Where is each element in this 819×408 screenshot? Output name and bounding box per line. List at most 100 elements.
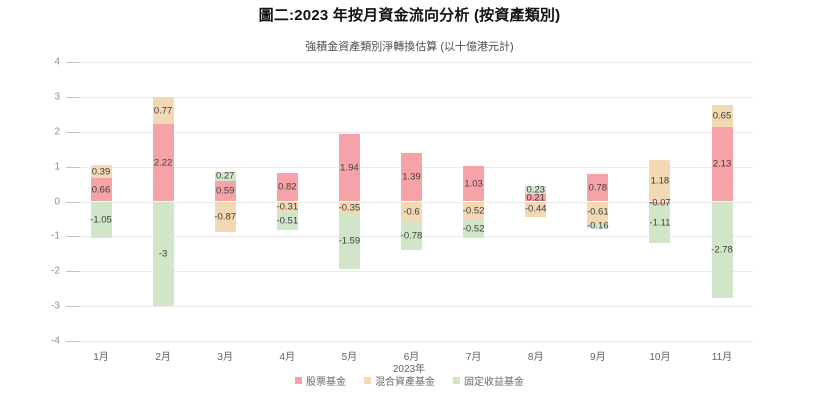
x-axis-title: 2023年: [392, 364, 426, 375]
bar-value-label: -0.07: [649, 196, 671, 208]
bar-segment-股票基金-3月[interactable]: [214, 180, 236, 202]
legend-item-混合資產基金[interactable]: 混合資產基金: [364, 373, 435, 388]
y-axis-tick: [66, 62, 80, 63]
y-axis-tick-label: 2: [54, 126, 60, 138]
bar-segment-混合資產基金-5月[interactable]: [338, 201, 360, 214]
legend-swatch-icon: [364, 377, 371, 384]
bar-segment-固定收益基金-6月[interactable]: [401, 222, 422, 250]
bar-value-label: 0.78: [588, 182, 608, 194]
bar-segment-固定收益基金-10月[interactable]: [649, 203, 671, 243]
legend-swatch-icon: [453, 377, 460, 384]
legend-item-固定收益基金[interactable]: 固定收益基金: [453, 373, 524, 388]
y-axis-tick-label: 3: [54, 91, 60, 103]
y-axis-tick: [66, 166, 80, 168]
x-axis-label-3月: 3月: [217, 352, 233, 363]
y-axis-tick-label: 0: [54, 196, 60, 207]
bar-value-label: 1.03: [464, 177, 483, 189]
bar-segment-固定收益基金-5月[interactable]: [338, 213, 360, 270]
bar-segment-固定收益基金-1月[interactable]: [90, 201, 112, 239]
chart-subtitle: 強積金資產類別淨轉換估算 (以十億港元計): [305, 41, 514, 53]
x-axis-label-11月: 11月: [711, 352, 733, 363]
bar-segment-固定收益基金-9月[interactable]: [587, 222, 609, 229]
bar-value-label: 0.82: [278, 181, 297, 193]
legend-label: 股票基金: [306, 377, 346, 388]
chart-title: 圖二:2023 年按月資金流向分析 (按資產類別): [258, 7, 561, 24]
bar-value-label: 0.27: [215, 170, 235, 182]
bar-segment-股票基金-1月[interactable]: [90, 178, 112, 202]
bar-segment-股票基金-7月[interactable]: [463, 165, 485, 202]
bar-value-label: 0.77: [153, 104, 173, 116]
bar-value-label: 0.39: [91, 165, 111, 177]
gridline: [66, 62, 753, 63]
y-axis-tick: [66, 96, 80, 98]
bar-value-label: 1.18: [650, 175, 670, 187]
bar-segment-固定收益基金-7月[interactable]: [463, 219, 485, 238]
bar-value-label: -1.59: [338, 235, 361, 247]
bar-value-label: 2.22: [153, 157, 173, 169]
gridline: [66, 306, 753, 308]
bar-segment-固定收益基金-11月[interactable]: [711, 201, 733, 299]
bar-value-label: 0.65: [712, 110, 732, 122]
bar-segment-固定收益基金-8月[interactable]: [525, 186, 547, 195]
bar-segment-固定收益基金-3月[interactable]: [214, 171, 236, 181]
y-axis-tick: [66, 236, 80, 238]
legend-label: 混合資產基金: [375, 377, 435, 388]
gridline: [66, 96, 753, 98]
bar-value-label: -0.52: [462, 204, 485, 216]
bar-value-label: -2.78: [711, 244, 733, 256]
bar-value-label: -0.61: [586, 206, 609, 218]
x-axis-label-7月: 7月: [465, 352, 482, 363]
bar-value-label: -3: [158, 248, 168, 260]
bar-segment-股票基金-2月[interactable]: [152, 124, 174, 202]
legend-label: 固定收益基金: [464, 377, 524, 388]
bar-segment-混合資產基金-10月[interactable]: [649, 160, 671, 202]
y-axis-tick: [66, 271, 80, 273]
bar-value-label: -0.78: [400, 230, 423, 242]
y-axis-tick: [66, 341, 80, 342]
bar-segment-混合資產基金-8月[interactable]: [525, 201, 547, 217]
bar-segment-混合資產基金-1月[interactable]: [90, 164, 112, 179]
x-axis-label-9月: 9月: [590, 352, 606, 363]
bar-segment-混合資產基金-9月[interactable]: [587, 201, 609, 223]
gridline: [66, 131, 753, 133]
bar-segment-混合資產基金-6月[interactable]: [401, 201, 422, 223]
x-axis-label-4月: 4月: [279, 352, 296, 363]
bar-value-label: 0.66: [91, 184, 111, 196]
x-axis-label-2月: 2月: [155, 352, 171, 363]
bar-value-label: 2.13: [712, 158, 732, 170]
bar-value-label: -0.44: [524, 203, 547, 215]
bar-segment-混合資產基金-4月[interactable]: [276, 201, 298, 213]
gridline: [66, 341, 753, 342]
bar-segment-混合資產基金-11月[interactable]: [711, 104, 733, 128]
bar-value-label: -0.16: [586, 219, 609, 231]
legend-item-股票基金[interactable]: 股票基金: [295, 373, 346, 388]
legend-swatch-icon: [295, 377, 302, 384]
y-axis-tick-label: -4: [51, 335, 60, 347]
gridline: [66, 271, 753, 273]
bar-segment-股票基金-11月[interactable]: [711, 127, 733, 202]
bar-segment-股票基金-8月[interactable]: [525, 194, 547, 202]
bar-value-label: -0.35: [338, 201, 361, 213]
y-axis-tick-label: 1: [54, 161, 60, 173]
y-axis-tick-label: 4: [54, 56, 60, 68]
bar-segment-混合資產基金-2月[interactable]: [152, 97, 174, 125]
bar-value-label: 1.39: [402, 171, 421, 183]
bar-segment-混合資產基金-3月[interactable]: [214, 201, 236, 232]
bar-segment-固定收益基金-2月[interactable]: [152, 201, 174, 307]
bar-segment-股票基金-9月[interactable]: [587, 174, 609, 202]
legend: 股票基金 混合資產基金 固定收益基金: [66, 373, 753, 388]
bar-value-label: -1.05: [90, 214, 112, 226]
bar-segment-股票基金-4月[interactable]: [276, 172, 298, 202]
bar-value-label: -0.51: [276, 215, 299, 227]
bar-segment-股票基金-6月[interactable]: [401, 153, 422, 202]
bar-value-label: -0.31: [276, 201, 299, 213]
bar-segment-混合資產基金-7月[interactable]: [463, 201, 485, 220]
bar-value-label: -0.6: [403, 206, 420, 218]
bar-segment-股票基金-10月[interactable]: [649, 201, 671, 204]
x-axis-label-10月: 10月: [649, 352, 671, 363]
x-axis-label-5月: 5月: [341, 352, 358, 363]
bar-segment-股票基金-5月[interactable]: [338, 133, 360, 202]
x-axis-label-6月: 6月: [403, 352, 420, 363]
bar-segment-固定收益基金-4月[interactable]: [276, 212, 298, 231]
